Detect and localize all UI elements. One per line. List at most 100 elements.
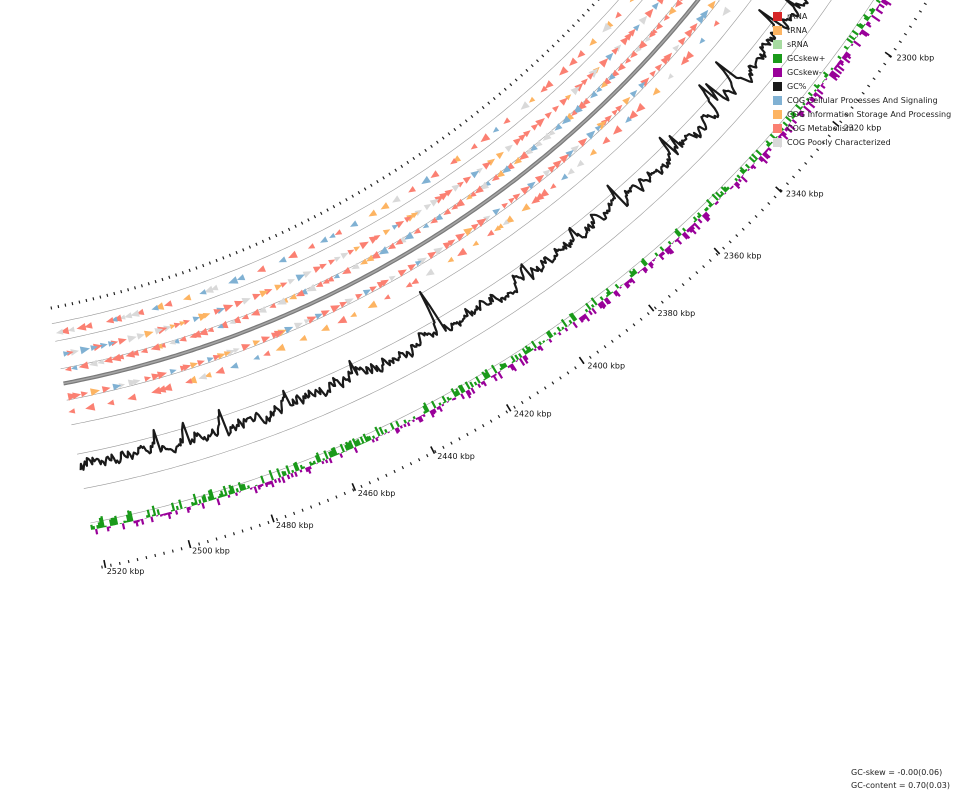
gene-feature [645, 36, 651, 43]
inner-tick [453, 127, 457, 132]
gene-feature [408, 186, 416, 193]
gene-feature [596, 120, 606, 130]
gene-feature [559, 66, 569, 76]
major-tick [505, 403, 512, 412]
gene-feature [241, 344, 251, 351]
gene-feature [359, 241, 369, 250]
minor-tick [258, 523, 261, 528]
gc-line [79, 0, 809, 471]
major-tick [187, 540, 192, 549]
gene-feature [55, 328, 64, 335]
gene-feature [125, 350, 136, 358]
gene-feature [548, 129, 556, 137]
minor-tick [839, 120, 843, 124]
gene-feature [654, 63, 662, 72]
gene-feature [633, 24, 640, 32]
minor-tick [688, 277, 692, 281]
minor-tick [618, 334, 622, 338]
gene-feature [425, 268, 435, 276]
minor-tick [715, 252, 719, 256]
gene-feature [590, 90, 598, 99]
minor-tick [695, 271, 699, 275]
gene-feature [72, 392, 82, 400]
minor-tick [861, 91, 865, 95]
inner-tick [64, 303, 67, 307]
minor-tick [681, 283, 685, 287]
gene-feature [443, 208, 452, 216]
legend-label: GC% [787, 81, 807, 91]
gene-feature [534, 174, 545, 184]
legend-item: GC% [773, 79, 951, 93]
gene-feature [312, 266, 322, 273]
gene-feature [502, 165, 512, 174]
inner-tick [319, 211, 323, 215]
inner-tick [551, 44, 555, 48]
gene-feature [483, 215, 491, 222]
legend-label: rRNA [787, 11, 808, 21]
gene-feature [241, 313, 249, 320]
minor-tick [667, 294, 671, 298]
gene-feature [596, 86, 603, 93]
gene-feature [179, 335, 187, 342]
inner-tick [597, 0, 600, 2]
inner-tick [113, 291, 116, 296]
legend-item: tRNA [773, 23, 951, 37]
gene-feature [259, 290, 269, 298]
gene-feature [342, 266, 352, 275]
track-rings [51, 0, 874, 524]
kbp-ticks [50, 0, 927, 569]
minor-tick [426, 454, 429, 458]
legend-swatch [773, 81, 782, 91]
minor-tick [639, 317, 643, 321]
legend-label: sRNA [787, 39, 809, 49]
gene-feature [295, 274, 305, 282]
gene-feature [482, 161, 491, 170]
gene-feature [365, 254, 375, 262]
gene-feature [80, 391, 89, 398]
gene-feature [550, 183, 557, 190]
gene-feature [722, 6, 731, 16]
minor-tick [409, 462, 413, 466]
gene-feature [182, 364, 192, 371]
minor-tick [844, 113, 848, 117]
gene-feature [582, 97, 591, 106]
minor-tick [301, 508, 304, 512]
inner-tick [326, 208, 329, 212]
major-tick [351, 483, 357, 492]
gene-feature [552, 160, 562, 169]
gene-feature [151, 386, 162, 395]
gene-feature [107, 341, 115, 347]
gene-feature [112, 383, 122, 391]
gene-feature [66, 350, 74, 356]
minor-tick [520, 400, 524, 405]
gene-feature [127, 393, 137, 401]
gene-feature [210, 284, 219, 291]
gene-feature [344, 298, 354, 306]
inner-tick [274, 233, 278, 238]
inner-tick [536, 59, 539, 63]
gene-feature [466, 194, 473, 200]
gene-feature [576, 159, 585, 167]
gene-feature [350, 220, 359, 227]
inner-tick [188, 268, 191, 272]
gene-feature [362, 289, 372, 296]
gene-feature [90, 388, 100, 396]
minor-tick [893, 47, 897, 51]
gene-feature [668, 6, 677, 16]
major-tick [270, 514, 275, 523]
legend-label: COG Poorly Characterized [787, 137, 891, 147]
kbp-label: 2500 kbp [192, 547, 230, 556]
gene-feature [451, 184, 461, 192]
gene-feature [577, 50, 586, 58]
gene-feature [163, 325, 172, 332]
inner-tick [509, 83, 513, 87]
gene-feature [405, 281, 413, 288]
inner-tick [430, 144, 433, 148]
gene-feature [226, 349, 236, 357]
gene-feature [306, 316, 317, 324]
guide-ring [77, 0, 789, 455]
gene-feature [630, 50, 638, 59]
gene-feature [333, 273, 340, 279]
gene-feature [589, 148, 598, 156]
gene-feature [629, 0, 635, 3]
